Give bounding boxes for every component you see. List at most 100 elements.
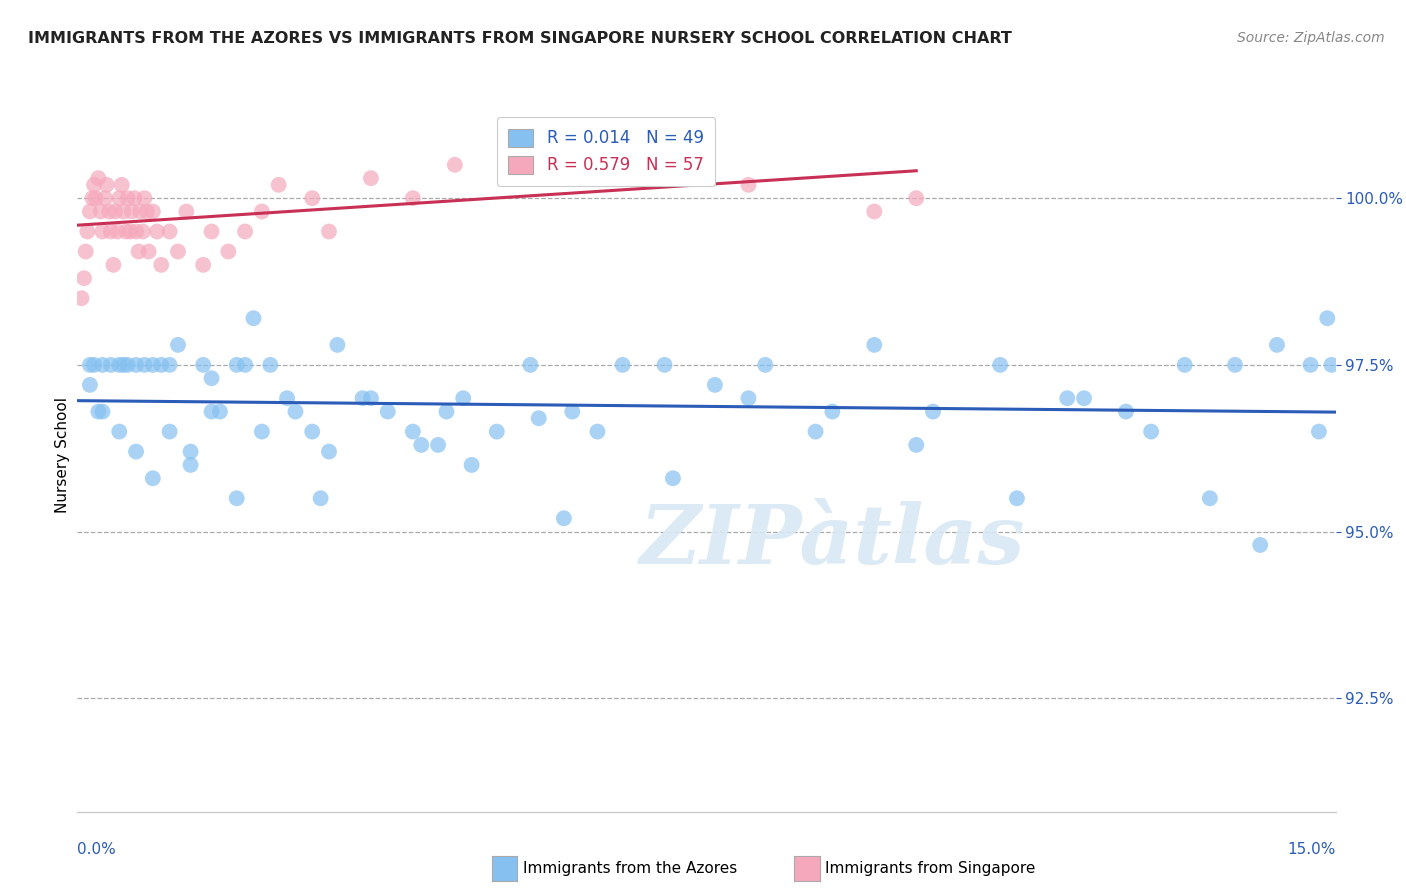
- Point: [120, 225, 142, 239]
- Point: [905, 438, 928, 452]
- Point: [259, 358, 281, 372]
- Point: [1073, 391, 1095, 405]
- Text: Immigrants from Singapore: Immigrants from Singapore: [825, 862, 1036, 876]
- Point: [411, 438, 433, 452]
- Point: [427, 438, 450, 452]
- Point: [100, 225, 122, 239]
- Point: [129, 204, 152, 219]
- Point: [79, 377, 101, 392]
- Point: [70, 291, 93, 305]
- Point: [84, 191, 107, 205]
- Point: [561, 404, 583, 418]
- Point: [138, 244, 160, 259]
- Text: Immigrants from the Azores: Immigrants from the Azores: [523, 862, 737, 876]
- Point: [696, 158, 718, 172]
- Point: [360, 391, 382, 405]
- Point: [191, 358, 215, 372]
- Point: [326, 338, 349, 352]
- Point: [318, 444, 340, 458]
- Point: [180, 444, 202, 458]
- Point: [276, 391, 298, 405]
- Point: [180, 458, 202, 472]
- Point: [1308, 425, 1330, 439]
- Point: [485, 425, 508, 439]
- Point: [1316, 311, 1339, 326]
- Point: [167, 338, 190, 352]
- Point: [117, 358, 139, 372]
- Point: [444, 158, 467, 172]
- Point: [217, 244, 239, 259]
- Point: [108, 425, 131, 439]
- Point: [1005, 491, 1028, 506]
- Point: [191, 258, 215, 272]
- Point: [737, 178, 759, 192]
- Point: [150, 258, 173, 272]
- Point: [108, 191, 131, 205]
- Point: [142, 358, 165, 372]
- Point: [737, 391, 759, 405]
- Point: [117, 191, 139, 205]
- Point: [125, 444, 148, 458]
- Point: [98, 204, 121, 219]
- Legend: R = 0.014   N = 49, R = 0.579   N = 57: R = 0.014 N = 49, R = 0.579 N = 57: [496, 117, 716, 186]
- Text: Source: ZipAtlas.com: Source: ZipAtlas.com: [1237, 31, 1385, 45]
- Point: [146, 225, 169, 239]
- Point: [90, 204, 112, 219]
- Point: [436, 404, 458, 418]
- Point: [159, 358, 181, 372]
- Point: [821, 404, 844, 418]
- Point: [108, 358, 131, 372]
- Point: [115, 225, 138, 239]
- Point: [76, 225, 98, 239]
- Text: ZIPàtlas: ZIPàtlas: [640, 500, 1025, 581]
- Point: [301, 191, 323, 205]
- Point: [125, 358, 148, 372]
- Point: [662, 471, 685, 485]
- Point: [142, 471, 165, 485]
- Point: [250, 204, 273, 219]
- Point: [402, 425, 425, 439]
- Point: [91, 225, 114, 239]
- Point: [922, 404, 945, 418]
- Y-axis label: Nursery School: Nursery School: [55, 397, 70, 513]
- Point: [121, 204, 143, 219]
- Point: [107, 225, 129, 239]
- Point: [233, 358, 256, 372]
- Point: [94, 191, 117, 205]
- Point: [91, 358, 114, 372]
- Point: [586, 425, 609, 439]
- Point: [309, 491, 332, 506]
- Point: [318, 225, 340, 239]
- Point: [1265, 338, 1288, 352]
- Point: [82, 191, 104, 205]
- Point: [703, 377, 725, 392]
- Point: [83, 358, 105, 372]
- Point: [124, 191, 146, 205]
- Point: [125, 225, 148, 239]
- Point: [96, 178, 118, 192]
- Point: [988, 358, 1011, 372]
- Point: [100, 358, 122, 372]
- Point: [103, 258, 125, 272]
- Point: [267, 178, 290, 192]
- Point: [176, 204, 198, 219]
- Point: [654, 358, 676, 372]
- Point: [225, 358, 247, 372]
- Point: [112, 358, 135, 372]
- Point: [200, 371, 222, 385]
- Point: [451, 391, 474, 405]
- Point: [1320, 358, 1343, 372]
- Point: [553, 158, 575, 172]
- Point: [1249, 538, 1271, 552]
- Point: [360, 171, 382, 186]
- Point: [111, 178, 134, 192]
- Text: 0.0%: 0.0%: [77, 842, 117, 856]
- Point: [1115, 404, 1137, 418]
- Point: [527, 171, 550, 186]
- Point: [159, 425, 181, 439]
- Point: [863, 204, 886, 219]
- Point: [134, 358, 156, 372]
- Point: [301, 425, 323, 439]
- Point: [233, 225, 256, 239]
- Point: [1140, 425, 1163, 439]
